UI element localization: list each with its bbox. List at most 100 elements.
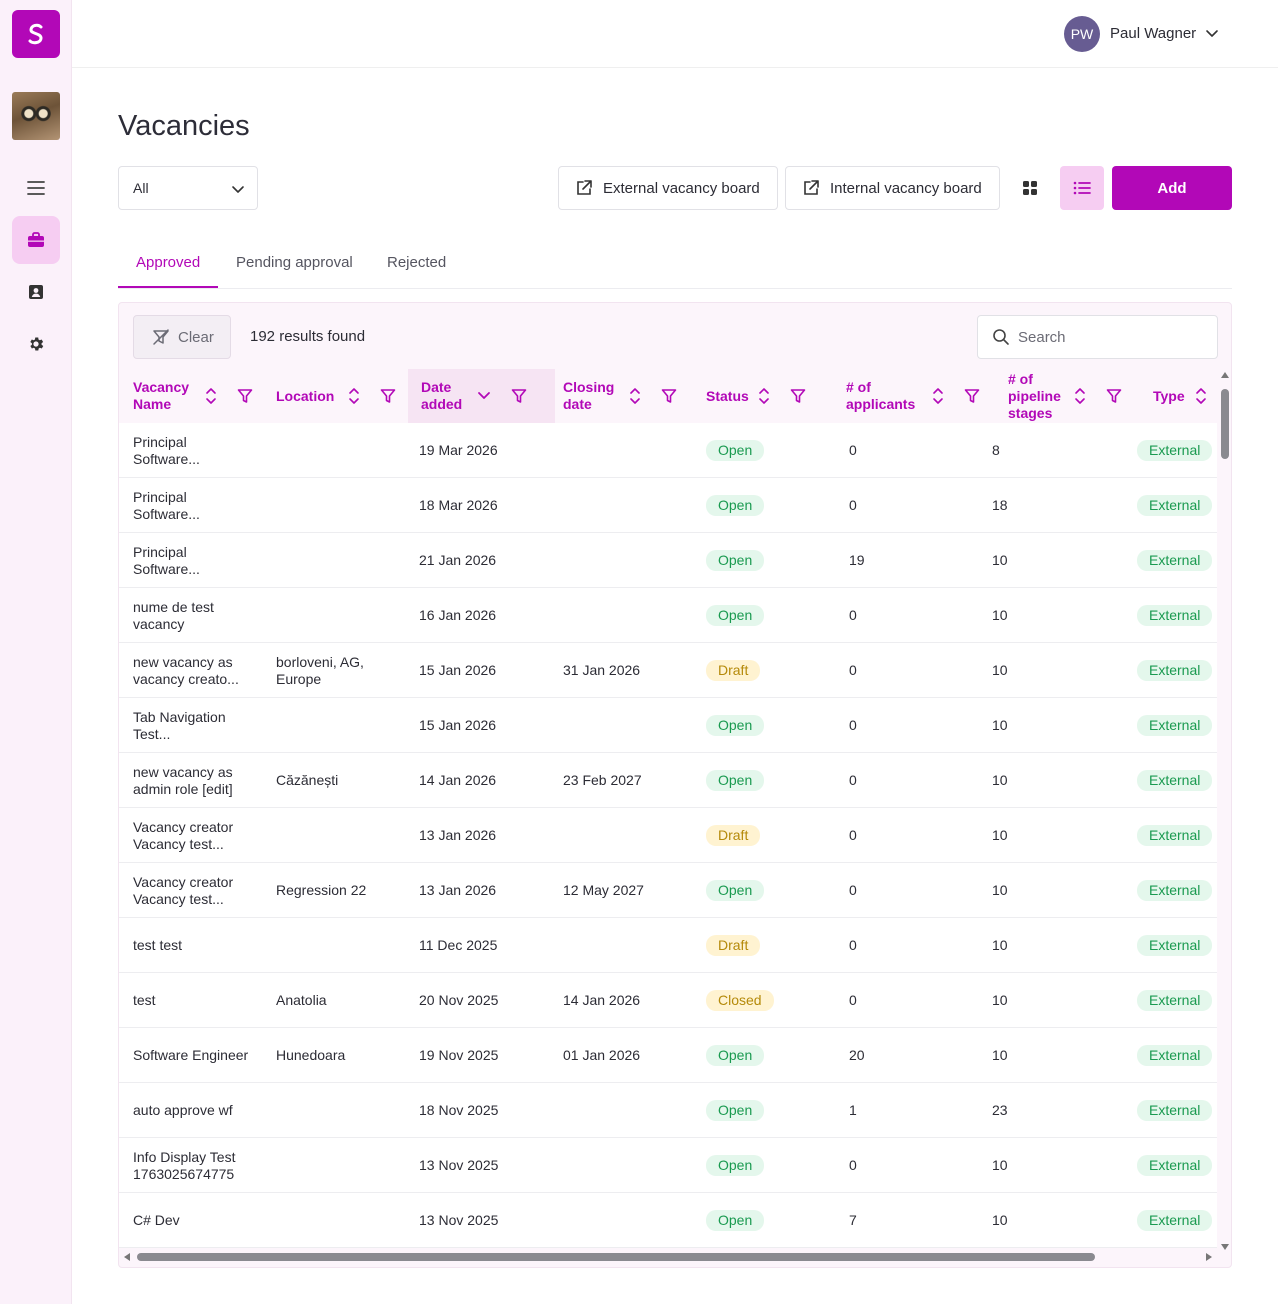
sort-icon[interactable] xyxy=(1189,387,1207,405)
cell-closing-date: 14 Jan 2026 xyxy=(563,992,641,1009)
status-badge: Closed xyxy=(706,990,774,1011)
table-row[interactable]: nume de test vacancy 16 Jan 2026 Open 0 10 Ex… xyxy=(119,588,1217,643)
sort-icon[interactable] xyxy=(1068,387,1086,405)
column-filter-icon[interactable] xyxy=(641,388,677,404)
cell-stages: 10 xyxy=(992,717,1008,734)
column-header-name[interactable]: Vacancy Name xyxy=(133,369,263,423)
clear-filter-icon xyxy=(153,329,169,345)
company-avatar[interactable] xyxy=(12,92,60,140)
cell-location: Anatolia xyxy=(276,992,327,1009)
vacancy-filter-select[interactable]: All xyxy=(118,166,258,210)
status-badge: Open xyxy=(706,1045,765,1066)
type-badge: External xyxy=(1137,715,1213,736)
sort-icon[interactable] xyxy=(342,387,360,405)
vertical-scrollbar[interactable] xyxy=(1219,371,1231,1251)
sidebar-item-settings[interactable] xyxy=(12,320,60,368)
column-header-location[interactable]: Location xyxy=(276,369,406,423)
cell-status: Open xyxy=(706,863,836,918)
sidebar-item-contacts[interactable] xyxy=(12,268,60,316)
user-name[interactable]: Paul Wagner xyxy=(1110,25,1197,42)
table-row[interactable]: Vacancy creator Vacancy test... Regressio… xyxy=(119,863,1217,918)
column-filter-icon[interactable] xyxy=(491,388,527,404)
external-vacancy-board-button[interactable]: External vacancy board xyxy=(558,166,778,210)
cell-status: Open xyxy=(706,1193,836,1248)
cell-closing-date xyxy=(563,588,693,643)
cell-closing-date xyxy=(563,423,693,478)
cell-date-added: 13 Nov 2025 xyxy=(419,1212,499,1229)
column-header-closing-date[interactable]: Closing date xyxy=(563,369,693,423)
column-header-type[interactable]: Type xyxy=(1153,369,1217,423)
cell-name: Vacancy creator Vacancy test... xyxy=(133,874,234,907)
column-header-date-added[interactable]: Date added xyxy=(408,369,555,423)
cell-applicants: 7 xyxy=(849,1212,857,1229)
cell-name: Info Display Test 1763025674775 xyxy=(133,1149,236,1182)
column-filter-icon[interactable] xyxy=(1086,388,1122,404)
sort-icon[interactable] xyxy=(623,387,641,405)
column-header-applicants[interactable]: # of applicants xyxy=(846,369,996,423)
cell-stages: 10 xyxy=(992,1047,1008,1064)
cell-name: Principal Software... xyxy=(133,489,200,522)
cell-applicants: 0 xyxy=(849,607,857,624)
table-row[interactable]: Principal Software... 18 Mar 2026 Open 0 18 E… xyxy=(119,478,1217,533)
column-header-status[interactable]: Status xyxy=(706,369,836,423)
table-row[interactable]: Principal Software... 21 Jan 2026 Open 19 10… xyxy=(119,533,1217,588)
cell-name: test test xyxy=(133,937,183,954)
cell-type: External xyxy=(1137,698,1217,753)
external-board-label: External vacancy board xyxy=(603,179,760,197)
add-vacancy-button[interactable]: Add xyxy=(1112,166,1232,210)
sort-icon[interactable] xyxy=(199,387,217,405)
cell-name: Principal Software... xyxy=(133,544,200,577)
tab-pending-approval[interactable]: Pending approval xyxy=(236,254,353,271)
column-label: Closing date xyxy=(563,379,615,412)
table-row[interactable]: Principal Software... 19 Mar 2026 Open 0 8 Ex… xyxy=(119,423,1217,478)
table-row[interactable]: test Anatolia 20 Nov 2025 14 Jan 2026 Closed… xyxy=(119,973,1217,1028)
table-row[interactable]: Tab Navigation Test... 15 Jan 2026 Open 0 10… xyxy=(119,698,1217,753)
horizontal-scroll-thumb[interactable] xyxy=(137,1253,1095,1261)
cell-stages: 10 xyxy=(992,552,1008,569)
chevron-down-icon[interactable] xyxy=(1205,26,1219,40)
table-row[interactable]: Software Engineer Hunedoara 19 Nov 2025 01 … xyxy=(119,1028,1217,1083)
sidebar-menu-button[interactable] xyxy=(12,164,60,212)
sort-icon[interactable] xyxy=(752,387,770,405)
table-row[interactable]: auto approve wf 18 Nov 2025 Open 1 23 Externa… xyxy=(119,1083,1217,1138)
sidebar-item-vacancies[interactable] xyxy=(12,216,60,264)
grid-view-button[interactable] xyxy=(1008,166,1052,210)
sort-icon[interactable] xyxy=(926,387,944,405)
tab-rejected[interactable]: Rejected xyxy=(387,254,447,271)
internal-vacancy-board-button[interactable]: Internal vacancy board xyxy=(785,166,1000,210)
status-badge: Open xyxy=(706,1155,765,1176)
type-badge: External xyxy=(1137,605,1213,626)
status-badge: Draft xyxy=(706,660,761,681)
cell-stages: 10 xyxy=(992,992,1008,1009)
clear-filters-button[interactable]: Clear xyxy=(133,315,231,359)
cell-type: External xyxy=(1137,423,1217,478)
vacancy-table: Vacancy Name Location Date added Closing da… xyxy=(119,369,1217,1249)
horizontal-scrollbar[interactable] xyxy=(121,1249,1217,1263)
vertical-scroll-thumb[interactable] xyxy=(1221,389,1229,459)
table-row[interactable]: Info Display Test 1763025674775 13 Nov 20… xyxy=(119,1138,1217,1193)
list-view-button[interactable] xyxy=(1060,166,1104,210)
column-header-stages[interactable]: # of pipeline stages xyxy=(1008,369,1148,423)
table-row[interactable]: new vacancy as admin role [edit] Căzăneșt… xyxy=(119,753,1217,808)
table-body: Principal Software... 19 Mar 2026 Open 0 8 Ex… xyxy=(119,423,1217,1248)
user-avatar[interactable]: PW xyxy=(1064,16,1100,52)
column-label: Vacancy Name xyxy=(133,379,190,412)
tab-approved[interactable]: Approved xyxy=(136,254,201,271)
search-input[interactable]: Search xyxy=(977,315,1218,359)
column-filter-icon[interactable] xyxy=(217,388,253,404)
cell-status: Open xyxy=(706,698,836,753)
cell-applicants: 20 xyxy=(849,1047,865,1064)
column-filter-icon[interactable] xyxy=(770,388,806,404)
column-filter-icon[interactable] xyxy=(360,388,396,404)
table-row[interactable]: new vacancy as vacancy creato... borloven… xyxy=(119,643,1217,698)
cell-status: Draft xyxy=(706,643,836,698)
table-row[interactable]: test test 11 Dec 2025 Draft 0 10 External xyxy=(119,918,1217,973)
table-row[interactable]: Vacancy creator Vacancy test... 13 Jan 20… xyxy=(119,808,1217,863)
table-row[interactable]: C# Dev 13 Nov 2025 Open 7 10 External xyxy=(119,1193,1217,1248)
sort-desc-icon[interactable] xyxy=(471,391,491,401)
column-filter-icon[interactable] xyxy=(944,388,980,404)
cell-type: External xyxy=(1137,478,1217,533)
active-tab-indicator xyxy=(118,286,218,288)
cell-date-added: 13 Nov 2025 xyxy=(419,1157,499,1174)
app-logo[interactable] xyxy=(12,10,60,58)
